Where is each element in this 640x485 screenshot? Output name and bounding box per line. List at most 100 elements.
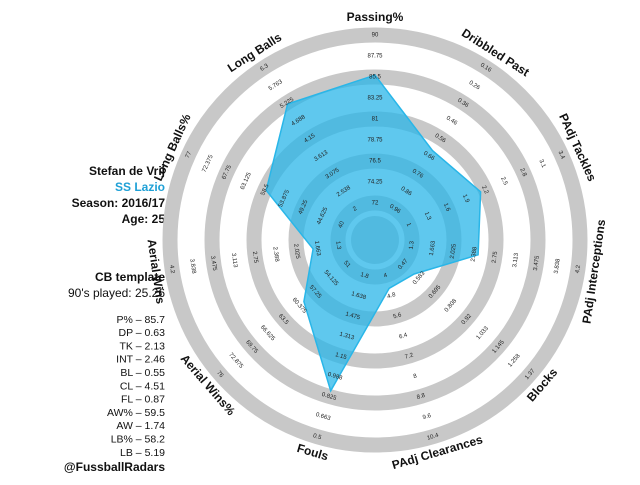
tick-label: 1.3 (409, 240, 416, 250)
stat-line: TK – 2.13 (119, 340, 165, 352)
tick-label: 0.56 (434, 133, 448, 145)
tick-label: 81 (372, 117, 379, 123)
tick-label: 1.15 (334, 352, 348, 361)
player-name: Stefan de Vrij (89, 164, 165, 178)
stat-line: LB – 5.19 (120, 447, 165, 459)
tick-label: 90 (372, 33, 379, 39)
tick-label: 2.5 (499, 176, 508, 187)
tick-label: 5.763 (268, 79, 284, 93)
tick-label: 2.388 (271, 246, 279, 262)
tick-label: 78.75 (367, 138, 383, 144)
tick-label: 8 (413, 373, 419, 380)
tick-label: 3.113 (230, 253, 238, 269)
tick-label: 4.2 (168, 265, 175, 275)
tick-label: 1.033 (476, 325, 491, 341)
tick-label: 72 (372, 201, 379, 207)
tick-label: 6.4 (398, 332, 408, 340)
axis-label: Passing% (347, 10, 404, 24)
stat-line: AW% – 59.5 (107, 407, 165, 419)
stat-line: BL – 0.55 (120, 367, 165, 379)
stat-line: FL – 0.87 (121, 394, 165, 406)
credit: @FussballRadars (64, 460, 165, 474)
tick-label: 0.988 (327, 372, 344, 382)
data-area (265, 74, 482, 393)
tick-label: 51 (342, 260, 351, 269)
grid-ring (162, 27, 588, 453)
tick-label: 74.25 (367, 180, 383, 186)
tick-label: 4.2 (575, 264, 582, 274)
stat-line: DP – 0.63 (118, 327, 165, 339)
tick-label: 77 (185, 150, 194, 159)
tick-label: 4 (383, 273, 389, 280)
tick-label: 58.5 (260, 183, 271, 197)
season: Season: 2016/17 (72, 196, 166, 210)
tick-label: 66.625 (259, 324, 276, 342)
template: CB template (95, 270, 165, 284)
tick-label: 49.25 (298, 199, 310, 216)
tick-label: 0.825 (321, 392, 338, 402)
tick-label: 3.113 (512, 252, 520, 268)
stat-line: P% – 85.7 (117, 314, 166, 326)
tick-label: 7.2 (404, 352, 414, 360)
team-name: SS Lazio (115, 180, 165, 194)
tick-label: 9.6 (422, 413, 432, 421)
tick-label: 63.125 (240, 171, 253, 191)
tick-label: 5.6 (393, 312, 403, 320)
tick-label: 2 (352, 206, 359, 213)
tick-label: 1.663 (429, 240, 437, 256)
tick-label: 1.3 (423, 211, 432, 222)
tick-label: 3.475 (209, 255, 217, 271)
tick-label: 2.2 (480, 185, 489, 196)
tick-label: 0.46 (445, 115, 459, 127)
tick-label: 1 (405, 222, 412, 228)
stat-line: CL – 4.51 (120, 380, 165, 392)
tick-label: 85.5 (369, 75, 381, 81)
stat-line: LB% – 58.2 (111, 433, 165, 445)
tick-label: 0.36 (456, 98, 470, 110)
tick-label: 2.025 (450, 243, 458, 259)
tick-label: 3.838 (554, 258, 562, 274)
tick-label: 3.838 (188, 258, 196, 274)
tick-label: 1.638 (350, 291, 367, 301)
tick-label: 67.75 (221, 164, 233, 181)
tick-label: 1.313 (339, 332, 356, 342)
tick-label: 1.475 (345, 311, 362, 321)
tick-label: 87.75 (367, 54, 383, 60)
tick-label: 76 (215, 370, 224, 379)
tick-label: 1.9 (461, 194, 470, 205)
tick-label: 1.3 (334, 241, 341, 251)
tick-label: 0.808 (444, 298, 459, 314)
tick-label: 0.5 (312, 433, 322, 441)
stat-line: INT – 2.46 (116, 354, 165, 366)
tick-label: 72.375 (202, 154, 215, 174)
age: Age: 25 (122, 212, 166, 226)
tick-label: 0.76 (411, 168, 425, 180)
tick-label: 1.258 (507, 353, 522, 369)
tick-label: 2.388 (471, 246, 479, 262)
tick-label: 76.5 (369, 159, 381, 165)
tick-label: 2.025 (292, 243, 300, 259)
tick-label: 0.66 (422, 151, 436, 163)
tick-label: 40 (338, 220, 347, 229)
tick-label: 4.15 (303, 133, 317, 145)
tick-label: 2.8 (518, 167, 527, 178)
tick-label: 1.663 (313, 240, 321, 256)
tick-label: 0.16 (479, 62, 493, 74)
tick-label: 10.4 (426, 433, 440, 442)
tick-label: 1.8 (360, 272, 370, 280)
tick-label: 2.75 (492, 250, 500, 263)
tick-label: 4.8 (387, 292, 397, 300)
tick-label: 83.25 (367, 96, 383, 102)
tick-label: 3.475 (533, 255, 541, 271)
tick-label: 2.75 (251, 251, 259, 264)
tick-label: 3.1 (537, 159, 546, 170)
tick-label: 6.3 (259, 63, 270, 73)
tick-label: 8.8 (416, 393, 426, 401)
tick-label: 0.26 (468, 80, 482, 92)
tick-label: 0.86 (400, 186, 414, 198)
tick-label: 0.663 (315, 412, 332, 422)
stat-line: AW – 1.74 (116, 420, 165, 432)
tick-label: 72.875 (227, 352, 244, 370)
minutes-played: 90's played: 25.26 (68, 286, 165, 300)
